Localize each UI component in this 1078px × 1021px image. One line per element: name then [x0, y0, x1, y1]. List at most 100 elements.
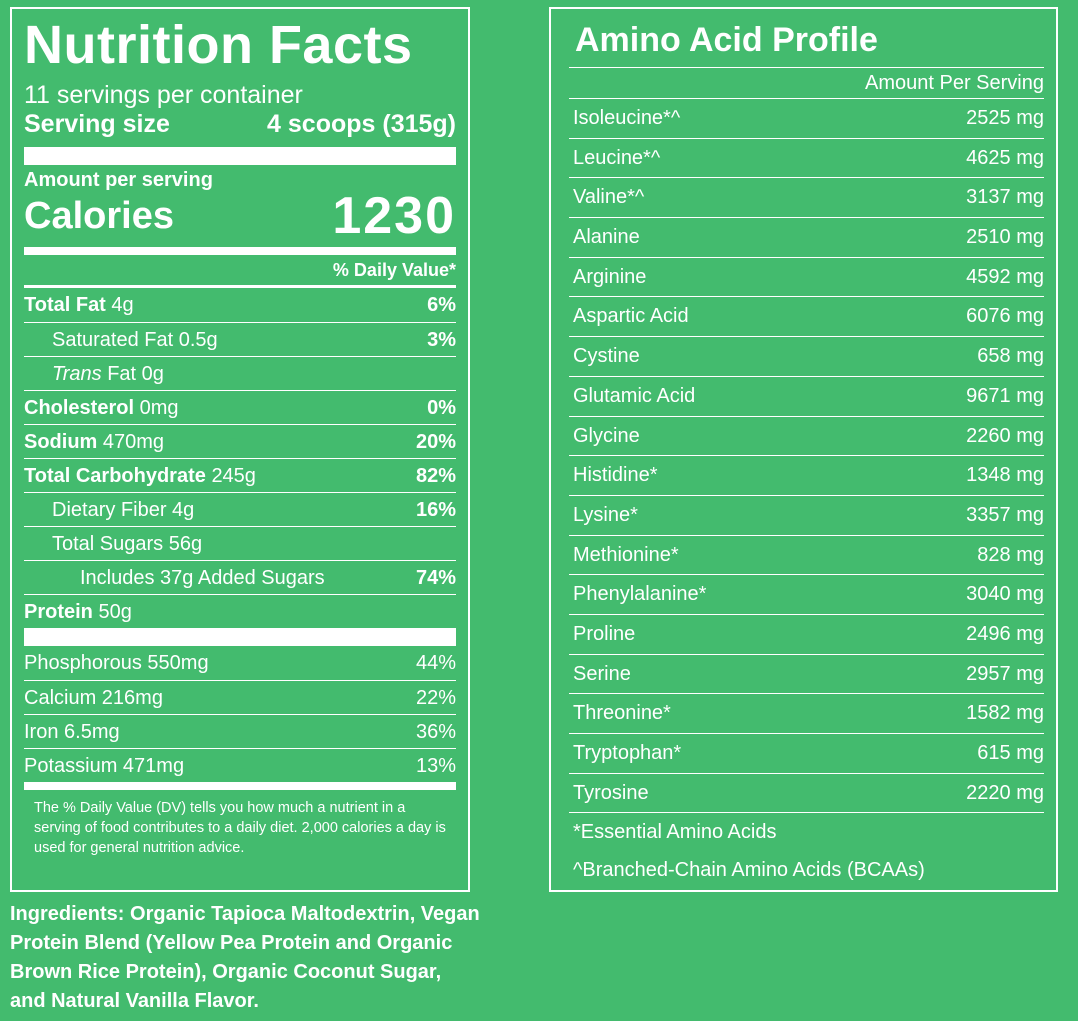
essential-note: *Essential Amino Acids	[573, 821, 777, 844]
amino-acid-name: Leucine*^	[573, 146, 661, 169]
medium-divider	[24, 782, 456, 790]
vitamin-label: Iron 6.5mg	[24, 721, 120, 743]
nutrient-row-total-carbohydrate: Total Carbohydrate 245g 82%	[24, 458, 456, 492]
amino-acid-row: Aspartic Acid 6076 mg	[569, 296, 1044, 336]
nutrient-row-protein: Protein 50g	[24, 594, 456, 628]
bcaa-note: ^Branched-Chain Amino Acids (BCAAs)	[573, 859, 925, 882]
nutrient-name: Total Fat	[24, 294, 106, 316]
nutrient-name: Includes 37g Added Sugars	[80, 567, 325, 589]
amino-acid-row: Alanine 2510 mg	[569, 217, 1044, 257]
calories-label: Calories	[24, 195, 174, 237]
amino-acid-row: Isoleucine*^ 2525 mg	[569, 98, 1044, 138]
nutrient-dv: 3%	[427, 329, 456, 351]
nutrient-row-trans-fat: Trans Fat 0g	[24, 356, 456, 390]
nutrient-dv: 82%	[415, 465, 456, 487]
amino-acid-row: Methionine* 828 mg	[569, 534, 1044, 575]
calories-value: 1230	[332, 187, 456, 245]
nutrient-name: Sodium	[24, 431, 98, 453]
amino-acid-amount: 2496 mg	[966, 622, 1044, 645]
amino-acid-row: Lysine* 3357 mg	[569, 494, 1044, 535]
servings-per-container: 11 servings per container	[24, 81, 303, 109]
amino-acid-list: Isoleucine*^ 2525 mg Leucine*^ 4625 mg Valin…	[569, 98, 1044, 812]
amino-acid-name: Glutamic Acid	[573, 384, 696, 407]
nutrient-name: Protein	[24, 601, 93, 623]
amino-acid-amount: 4592 mg	[966, 265, 1044, 288]
amino-acid-amount: 658 mg	[977, 345, 1044, 368]
amino-acid-row: Threonine* 1582 mg	[569, 693, 1044, 733]
amino-acid-name: Tryptophan*	[573, 742, 682, 764]
vitamin-dv: 13%	[415, 755, 456, 777]
vitamin-label: Calcium 216mg	[24, 687, 163, 709]
amino-acid-name: Threonine*	[573, 702, 671, 725]
amino-acid-name: Cystine	[573, 345, 640, 368]
ingredients-text: Ingredients: Organic Tapioca Maltodextri…	[10, 903, 480, 1012]
amino-acid-amount: 2220 mg	[966, 781, 1044, 804]
amino-acid-row: Glycine 2260 mg	[569, 415, 1044, 456]
nutrient-name: Cholesterol	[24, 397, 135, 419]
nutrient-name: Total Sugars	[52, 533, 164, 555]
vitamin-row: Phosphorous 550mg 44%	[24, 646, 456, 680]
vitamin-row: Iron 6.5mg 36%	[24, 714, 456, 748]
daily-value-footnote: The % Daily Value (DV) tells you how muc…	[34, 800, 446, 856]
amino-acid-name: Proline	[573, 622, 636, 645]
amino-acid-row: Phenylalanine* 3040 mg	[569, 574, 1044, 614]
medium-divider	[24, 247, 456, 255]
nutrient-amount: 0mg	[139, 397, 179, 419]
amino-acid-name: Glycine	[573, 424, 640, 447]
amino-acid-name: Isoleucine*^	[573, 107, 681, 129]
nutrient-row-total-sugars: Total Sugars 56g	[24, 526, 456, 560]
amino-acid-amount: 3137 mg	[966, 186, 1044, 209]
divider	[24, 285, 456, 288]
nutrient-amount: 470mg	[102, 431, 165, 453]
amino-acid-title: Amino Acid Profile	[575, 21, 878, 59]
nutrient-name: Total Carbohydrate	[24, 465, 206, 487]
amino-acid-row: Valine*^ 3137 mg	[569, 177, 1044, 217]
nutrient-row-dietary-fiber: Dietary Fiber 4g 16%	[24, 492, 456, 526]
amino-acid-row: Histidine* 1348 mg	[569, 455, 1044, 495]
amino-acid-amount: 3040 mg	[966, 583, 1044, 606]
vitamin-row: Calcium 216mg 22%	[24, 680, 456, 714]
amino-acid-amount: 2510 mg	[966, 226, 1044, 249]
serving-size-label: Serving size	[24, 110, 170, 138]
nutrient-row-added-sugars: Includes 37g Added Sugars 74%	[24, 560, 456, 594]
thick-divider	[24, 147, 456, 165]
amino-acid-row: Cystine 658 mg	[569, 336, 1044, 376]
amino-acid-amount: 9671 mg	[966, 384, 1044, 407]
amino-acid-panel: Amino Acid Profile Amount Per Serving Is…	[549, 7, 1058, 892]
nutrient-dv: 20%	[415, 431, 456, 453]
nutrition-facts-panel: Nutrition Facts 11 servings per containe…	[10, 7, 470, 892]
nutrient-dv: 74%	[415, 567, 456, 589]
amino-acid-name: Aspartic Acid	[573, 305, 689, 328]
nutrient-name: Trans	[52, 363, 102, 385]
amino-acid-amount: 615 mg	[977, 742, 1044, 764]
nutrition-facts-title: Nutrition Facts	[24, 15, 413, 75]
nutrient-row-sodium: Sodium 470mg 20%	[24, 424, 456, 458]
amino-acid-row: Arginine 4592 mg	[569, 256, 1044, 297]
nutrient-amount: 56g	[168, 533, 203, 555]
amount-per-serving: Amount per serving	[24, 169, 213, 191]
nutrient-amount: 4g	[111, 294, 134, 316]
amino-acid-name: Methionine*	[573, 543, 679, 566]
serving-size: Serving size 4 scoops (315g)	[24, 109, 456, 139]
amino-acid-amount: 1348 mg	[966, 464, 1044, 487]
nutrient-name: Saturated Fat	[52, 329, 174, 351]
vitamin-dv: 44%	[415, 652, 456, 674]
thick-divider	[24, 628, 456, 646]
amino-acid-amount: 1582 mg	[966, 702, 1044, 725]
nutrient-dv: 0%	[427, 397, 456, 419]
nutrient-dv: 16%	[415, 499, 456, 521]
nutrient-row-total-fat: Total Fat 4g 6%	[24, 288, 456, 322]
amino-acid-name: Valine*^	[573, 186, 645, 209]
amino-acid-name: Serine	[573, 662, 631, 685]
daily-value-header: % Daily Value*	[332, 260, 456, 280]
nutrient-amount: 4g	[172, 499, 195, 521]
amino-acid-row: Tryptophan* 615 mg	[569, 733, 1044, 773]
amino-acid-amount: 2260 mg	[966, 424, 1044, 447]
calories-row: Calories 1230	[24, 187, 456, 245]
amino-acid-amount: 828 mg	[977, 543, 1044, 566]
amino-acid-amount: 2525 mg	[966, 107, 1044, 129]
amino-acid-row: Serine 2957 mg	[569, 653, 1044, 694]
amino-acid-name: Histidine*	[573, 464, 658, 487]
amino-acid-name: Tyrosine	[573, 781, 649, 804]
amino-acid-amount: 4625 mg	[966, 146, 1044, 169]
